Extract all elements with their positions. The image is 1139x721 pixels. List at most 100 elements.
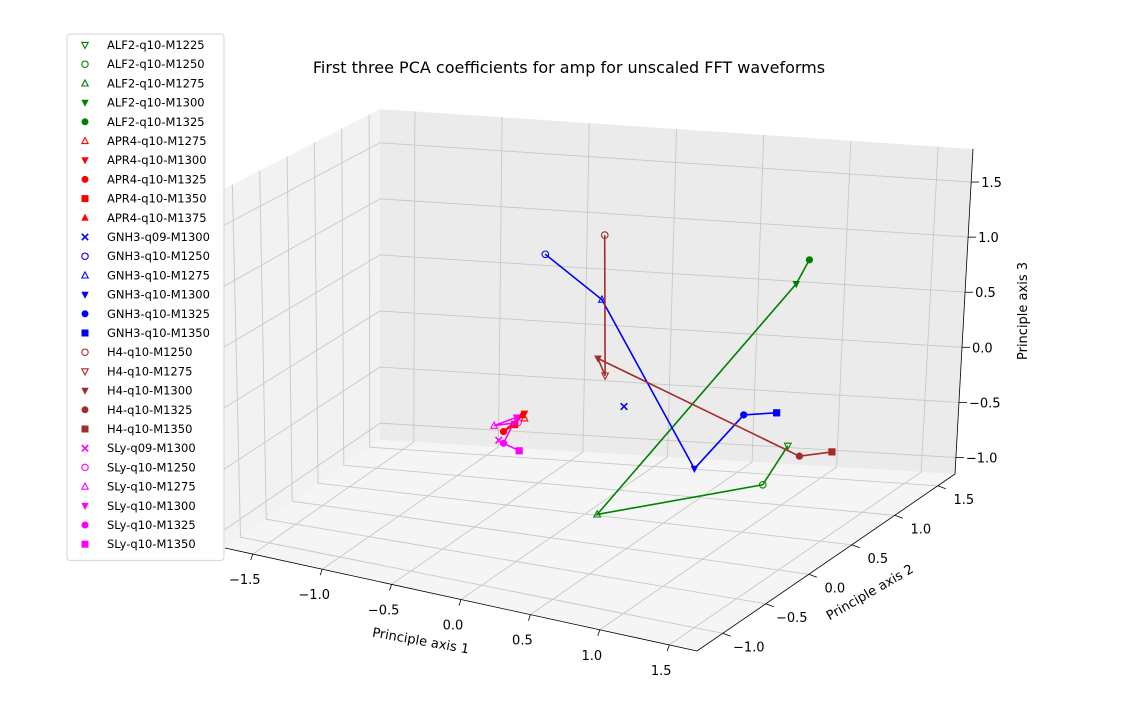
legend-label: SLy-q10-M1325 — [107, 518, 196, 532]
legend-marker — [81, 291, 89, 299]
grid-line-x — [668, 146, 939, 646]
left-pane — [216, 109, 380, 548]
data-point — [592, 509, 602, 518]
legend-marker — [81, 521, 89, 529]
legend-label: APR4-q10-M1275 — [107, 134, 207, 148]
y-tick-mark — [765, 603, 774, 608]
legend-marker — [81, 195, 89, 203]
series-apr4 — [499, 410, 529, 436]
grid-line-x — [391, 123, 590, 585]
x-tick-mark — [528, 614, 531, 621]
legend-label: ALF2-q10-M1225 — [107, 38, 205, 52]
y-tick-mark — [937, 485, 946, 490]
data-point — [620, 402, 628, 411]
x-tick-label: 0.5 — [512, 634, 533, 649]
legend-label: APR4-q10-M1350 — [107, 192, 207, 206]
x-tick-label: 1.0 — [581, 649, 602, 664]
y-axis-line — [696, 473, 956, 652]
x-tick-label: −1.0 — [298, 588, 330, 603]
data-point — [489, 420, 499, 429]
tick-labels: −1.5 −1.0 −0.5 0.0 0.5 1.0 1.5 −1.0 −0.5 0.0 0.5 1.… — [229, 176, 1002, 679]
x-tick-label: 1.5 — [651, 664, 672, 679]
data-point — [512, 414, 521, 422]
legend-label: SLy-q10-M1275 — [107, 480, 196, 494]
legend-marker — [80, 481, 90, 490]
legend-marker — [80, 368, 90, 377]
legend-marker — [81, 175, 89, 183]
x-tick-label: −1.5 — [229, 573, 261, 588]
y-tick-mark — [851, 544, 860, 549]
legend-marker — [81, 60, 89, 68]
grid-line-z — [221, 310, 963, 410]
legend-label: APR4-q10-M1375 — [107, 211, 207, 225]
data-point — [792, 280, 800, 289]
legend-label: GNH3-q10-M1300 — [107, 288, 210, 302]
grid-line-y — [341, 128, 895, 516]
legend-label: ALF2-q10-M1250 — [107, 57, 205, 71]
y-tick-mark — [722, 632, 731, 637]
grid-line-y — [313, 142, 852, 546]
grid-line-x — [599, 140, 852, 631]
z-tick-label: 1.5 — [981, 176, 1002, 191]
z-tick-label: −1.0 — [966, 452, 998, 467]
grid-lines — [216, 111, 972, 646]
legend-label: GNH3-q10-M1350 — [107, 326, 210, 340]
legend-marker — [81, 463, 89, 472]
grid-line-z — [216, 142, 972, 230]
data-point — [514, 418, 522, 427]
legend-marker — [81, 310, 89, 318]
data-point — [597, 294, 607, 303]
legend-marker — [81, 444, 89, 452]
legend-label: ALF2-q10-M1300 — [107, 96, 205, 110]
legend-marker — [81, 99, 89, 107]
legend-marker — [81, 233, 89, 241]
legend-marker — [81, 540, 89, 548]
data-point — [740, 411, 748, 419]
grid-line-x — [252, 111, 416, 555]
grid-line-z — [218, 198, 969, 290]
series-line-alf2 — [595, 259, 811, 516]
x-tick-label: −0.5 — [368, 603, 400, 618]
legend-label: SLy-q10-M1250 — [107, 460, 196, 474]
data-point — [690, 465, 699, 474]
floor-pane — [225, 440, 955, 651]
series-gnh3 — [541, 250, 781, 474]
y-tick-label: 0.5 — [867, 552, 888, 567]
data-point — [828, 448, 836, 456]
grid-line-z — [222, 366, 960, 471]
data-point — [758, 480, 767, 489]
grid-line-x — [321, 117, 503, 570]
data-point — [515, 447, 523, 455]
legend-marker — [81, 329, 89, 337]
legend-label: SLy-q10-M1350 — [107, 537, 196, 551]
legend-marker — [81, 118, 89, 126]
z-axis-label: Principle axis 3 — [1016, 262, 1031, 360]
z-axis-line — [954, 148, 974, 475]
legend-marker — [81, 502, 89, 510]
x-tick-mark — [597, 629, 601, 636]
z-tick-label: −0.5 — [969, 396, 1001, 411]
legend-label: H4-q10-M1275 — [107, 364, 192, 378]
y-tick-mark — [894, 514, 903, 519]
chart-title: First three PCA coefficients for amp for… — [313, 58, 825, 77]
legend-marker — [80, 136, 90, 145]
data-point — [499, 439, 508, 447]
legend-label: SLy-q10-M1300 — [107, 499, 196, 513]
legend-label: GNH3-q10-M1325 — [107, 307, 210, 321]
data-point — [541, 250, 550, 259]
data-point — [783, 442, 793, 451]
legend-label: H4-q10-M1325 — [107, 403, 192, 417]
y-tick-label: −0.5 — [776, 611, 808, 626]
data-point — [600, 372, 610, 381]
grid-line-x — [460, 128, 677, 600]
legend-label: APR4-q10-M1325 — [107, 172, 207, 186]
back-pane — [380, 109, 973, 474]
grid-line-y — [368, 114, 938, 487]
legend-label: H4-q10-M1300 — [107, 384, 192, 398]
legend-marker — [81, 157, 89, 165]
data-point — [594, 355, 602, 363]
legend-marker — [80, 270, 90, 279]
legend-marker — [81, 387, 89, 395]
data-point — [499, 427, 508, 436]
z-tick-label: 0.5 — [975, 286, 996, 301]
